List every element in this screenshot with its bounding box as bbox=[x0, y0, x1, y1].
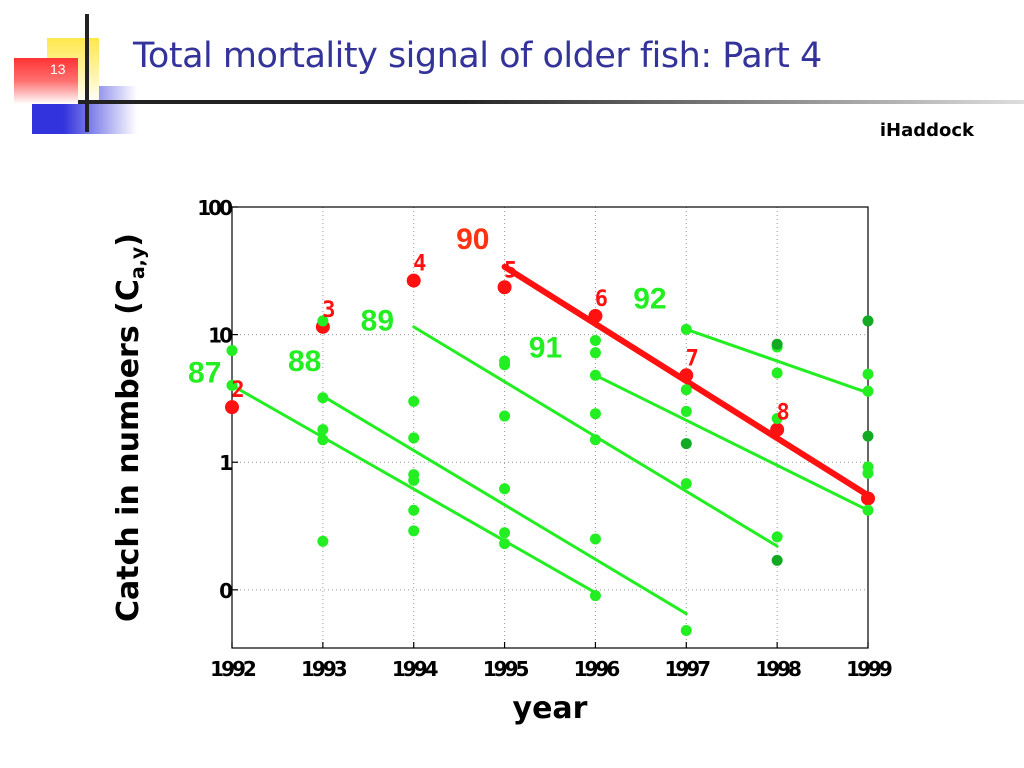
x-axis-label: year bbox=[513, 691, 588, 726]
data-point bbox=[408, 474, 420, 486]
age-label: 3 bbox=[322, 298, 335, 323]
cohort-label: 91 bbox=[529, 332, 562, 365]
data-point bbox=[226, 345, 238, 357]
data-point bbox=[771, 413, 783, 425]
data-point bbox=[317, 424, 329, 436]
age-label: 6 bbox=[595, 287, 608, 312]
data-point bbox=[225, 400, 239, 415]
data-point bbox=[680, 478, 692, 490]
age-label: 2 bbox=[231, 378, 244, 403]
data-point bbox=[771, 338, 783, 350]
cohort-label: 92 bbox=[633, 283, 666, 316]
data-point bbox=[408, 525, 420, 537]
data-point bbox=[771, 367, 783, 379]
data-point bbox=[680, 405, 692, 417]
data-point bbox=[862, 368, 874, 380]
data-point bbox=[589, 533, 601, 545]
age-label: 5 bbox=[504, 258, 517, 283]
data-point bbox=[680, 384, 692, 396]
annotations: 2 3 4 5 6 7 8 87 88 89 90 91 92 bbox=[188, 223, 790, 426]
data-point bbox=[680, 624, 692, 636]
data-point bbox=[499, 527, 511, 539]
y-axis-label-subscript: a,y bbox=[127, 246, 149, 279]
title-rule bbox=[78, 100, 1024, 104]
corner-vertical-rule bbox=[85, 14, 89, 132]
y-tick-label: 100 bbox=[197, 196, 232, 220]
data-points bbox=[225, 273, 875, 636]
y-tick-label: 1 bbox=[219, 451, 232, 475]
x-tick-labels: 1992 1993 1994 1995 1996 1997 1998 1999 bbox=[210, 657, 895, 681]
y-tick-label: 10 bbox=[208, 324, 232, 348]
cohort-fit-line bbox=[593, 373, 870, 512]
data-point bbox=[499, 410, 511, 422]
data-point bbox=[770, 422, 785, 437]
data-point bbox=[589, 408, 601, 420]
y-tick-label: 0 bbox=[219, 579, 232, 603]
cohort-label: 90 bbox=[456, 223, 489, 256]
data-point bbox=[862, 467, 874, 479]
data-point bbox=[499, 483, 511, 495]
data-point bbox=[317, 535, 329, 547]
slide-title: Total mortality signal of older fish: Pa… bbox=[133, 36, 822, 76]
data-point bbox=[317, 392, 329, 404]
cohort-fit-line bbox=[230, 383, 597, 595]
data-point bbox=[680, 323, 692, 335]
data-point bbox=[588, 308, 603, 323]
cohort-label: 89 bbox=[361, 304, 394, 337]
data-point bbox=[408, 395, 420, 407]
age-label: 4 bbox=[413, 252, 426, 277]
cohort-label: 87 bbox=[188, 357, 221, 390]
cohort-fit-line bbox=[321, 394, 688, 616]
data-point bbox=[589, 347, 601, 359]
data-point bbox=[406, 273, 421, 288]
data-point bbox=[317, 315, 329, 327]
data-point bbox=[589, 590, 601, 602]
data-point bbox=[589, 369, 601, 381]
y-axis-label-main: Catch in numbers (C bbox=[111, 279, 146, 622]
x-tick-label: 1992 bbox=[210, 657, 256, 681]
data-point bbox=[771, 554, 783, 566]
plot-frame bbox=[231, 206, 869, 649]
data-point bbox=[862, 504, 874, 516]
data-point bbox=[499, 359, 511, 371]
cohort-fit-line bbox=[684, 327, 870, 395]
slide-number: 13 bbox=[50, 61, 66, 77]
data-point bbox=[497, 280, 512, 295]
data-point bbox=[408, 432, 420, 444]
data-point bbox=[317, 434, 329, 446]
data-point bbox=[499, 538, 511, 550]
data-point bbox=[589, 334, 601, 346]
y-axis-label-close: ) bbox=[111, 233, 146, 247]
age-label: 7 bbox=[686, 346, 699, 371]
y-axis-label: Catch in numbers (Ca,y) bbox=[111, 233, 149, 622]
data-point bbox=[862, 430, 874, 442]
data-point bbox=[862, 385, 874, 397]
data-point bbox=[680, 438, 692, 450]
x-tick-label: 1994 bbox=[392, 657, 438, 681]
x-tick-label: 1997 bbox=[664, 657, 710, 681]
age-label: 8 bbox=[777, 401, 790, 426]
data-point bbox=[771, 531, 783, 543]
data-point bbox=[408, 504, 420, 516]
x-tick-label: 1999 bbox=[846, 657, 892, 681]
data-point bbox=[226, 379, 238, 391]
corner-red-block bbox=[14, 58, 78, 104]
species-label: iHaddock bbox=[879, 120, 974, 141]
data-point bbox=[589, 434, 601, 446]
x-tick-label: 1995 bbox=[483, 657, 529, 681]
x-tick-label: 1998 bbox=[755, 657, 801, 681]
cohort-label: 88 bbox=[288, 345, 321, 378]
x-tick-label: 1993 bbox=[301, 657, 347, 681]
data-point bbox=[679, 368, 694, 383]
data-point bbox=[861, 491, 875, 506]
x-tick-label: 1996 bbox=[574, 657, 620, 681]
data-point bbox=[862, 315, 874, 327]
